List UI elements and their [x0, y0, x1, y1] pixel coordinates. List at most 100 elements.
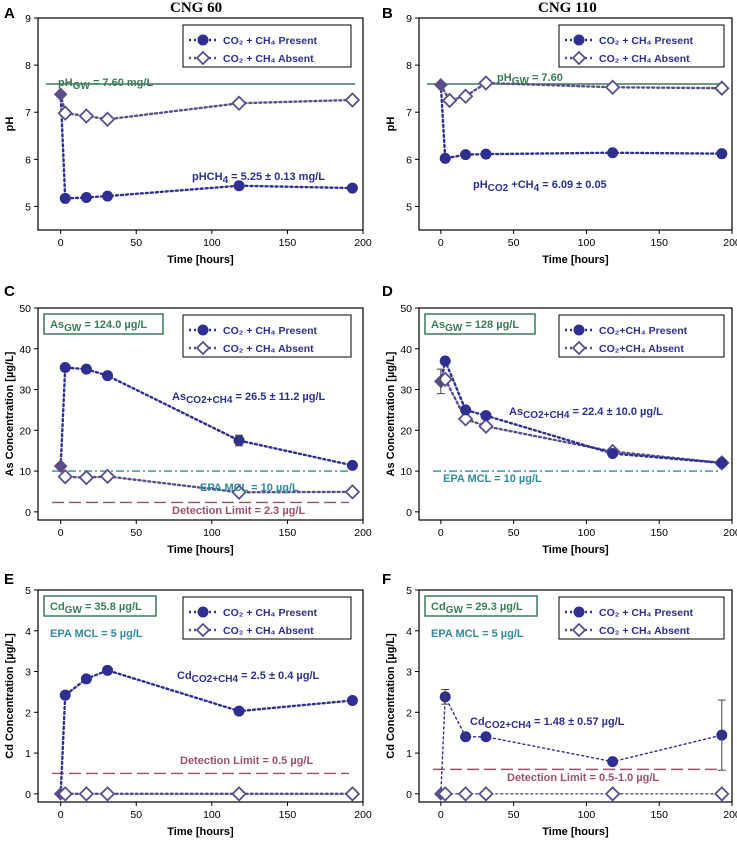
x-tick-label: 100 [578, 527, 596, 539]
data-point-absent [233, 97, 246, 110]
y-tick-label: 10 [400, 466, 412, 478]
legend-label-absent: CO₂+CH₄ Absent [599, 343, 684, 355]
legend: CO₂ + CH₄ Present CO₂ + CH₄ Absent [183, 315, 351, 357]
x-tick-label: 200 [723, 809, 737, 821]
x-tick-label: 150 [279, 527, 297, 539]
x-tick-label: 150 [279, 809, 297, 821]
x-axis-label: Time [hours] [167, 254, 234, 266]
y-tick-label: 3 [25, 667, 31, 679]
x-tick-label: 200 [723, 527, 737, 539]
annotation-as-co2-ch4: AsCO2+CH4 = 22.4 ± 10.0 µg/L [509, 406, 663, 421]
data-point-present [716, 148, 727, 159]
y-tick-label: 0 [406, 507, 412, 519]
y-tick-label: 8 [406, 60, 412, 72]
data-point-present [460, 149, 471, 160]
y-tick-label: 30 [19, 385, 31, 397]
x-tick-label: 50 [130, 237, 142, 249]
x-tick-label: 100 [578, 809, 596, 821]
y-tick-label: 1 [25, 748, 31, 760]
x-tick-label: 150 [650, 237, 668, 249]
legend: CO₂ + CH₄ Present CO₂ + CH₄ Absent [183, 597, 351, 639]
annotation-ph-gw: pHGW = 7.60 mg/L [58, 77, 153, 92]
x-tick-label: 0 [58, 809, 64, 821]
y-tick-label: 3 [406, 667, 412, 679]
data-point-absent [606, 81, 619, 94]
x-axis-label: Time [hours] [542, 544, 609, 556]
data-point-present [607, 448, 618, 459]
data-point-absent [346, 787, 359, 800]
data-point-present [347, 183, 358, 194]
series-line-present [441, 85, 722, 158]
legend-label-present: CO₂+CH₄ Present [599, 325, 688, 337]
data-point-initial [55, 88, 67, 100]
y-axis-label: As Concentration [µg/L] [4, 351, 16, 476]
y-tick-label: 2 [25, 707, 31, 719]
y-tick-label: 4 [406, 626, 412, 638]
annotation-epa-mcl: EPA MCL = 5 µg/L [431, 628, 524, 640]
annotation-detection-limit: Detection Limit = 2.3 µg/L [172, 505, 305, 517]
data-point-present [460, 404, 471, 415]
y-tick-label: 2 [406, 707, 412, 719]
x-axis-label: Time [hours] [542, 254, 609, 266]
annotation-ph-co2-ch4: pHCO2 +CH4 = 6.09 ± 0.05 [473, 179, 607, 194]
data-point-absent [346, 93, 359, 106]
x-axis-label: Time [hours] [167, 826, 234, 838]
legend-label-absent: CO₂ + CH₄ Absent [223, 53, 314, 65]
x-tick-label: 200 [723, 237, 737, 249]
data-point-absent [479, 420, 492, 433]
data-point-present [480, 731, 491, 742]
y-axis-label: pH [4, 117, 16, 132]
x-tick-label: 100 [578, 237, 596, 249]
y-tick-label: 30 [400, 385, 412, 397]
annotation-detection-limit: Detection Limit = 0.5-1.0 µg/L [507, 772, 659, 784]
y-axis-label: Cd Concentration [µg/L] [385, 633, 397, 759]
y-axis-label: Cd Concentration [µg/L] [4, 633, 16, 759]
panel-letter: A [4, 5, 15, 22]
legend: CO₂ + CH₄ Present CO₂ + CH₄ Absent [559, 597, 724, 639]
legend-label-present: CO₂ + CH₄ Present [599, 35, 693, 47]
y-axis-label: pH [385, 117, 397, 132]
y-tick-label: 5 [406, 585, 412, 597]
y-tick-label: 10 [19, 466, 31, 478]
y-tick-label: 5 [406, 201, 412, 213]
data-point-present [60, 193, 71, 204]
y-tick-label: 9 [25, 13, 31, 25]
data-point-present [102, 665, 113, 676]
legend: CO₂ + CH₄ Present CO₂ + CH₄ Absent [183, 25, 351, 67]
data-point-absent [80, 109, 93, 122]
data-point-absent [80, 471, 93, 484]
x-tick-label: 150 [650, 809, 668, 821]
data-point-present [440, 356, 451, 367]
legend-marker-present [198, 325, 209, 336]
y-tick-label: 8 [25, 60, 31, 72]
x-tick-label: 50 [130, 809, 142, 821]
legend: CO₂+CH₄ Present CO₂+CH₄ Absent [559, 315, 724, 357]
series-line-present [61, 670, 353, 794]
x-axis-label: Time [hours] [542, 826, 609, 838]
data-point-present [234, 706, 245, 717]
data-point-absent [443, 94, 456, 107]
data-point-present [480, 149, 491, 160]
data-point-absent [233, 787, 246, 800]
legend: CO₂ + CH₄ Present CO₂ + CH₄ Absent [559, 25, 724, 67]
data-point-present [60, 362, 71, 373]
data-point-absent [459, 787, 472, 800]
y-tick-label: 6 [25, 154, 31, 166]
data-point-present [81, 673, 92, 684]
y-tick-label: 50 [400, 303, 412, 315]
x-tick-label: 50 [508, 809, 520, 821]
panel-a: A567890 50 100 150 200Time [hours]pHCO₂ + CH… [4, 5, 372, 266]
data-point-absent [606, 787, 619, 800]
x-tick-label: 50 [508, 237, 520, 249]
x-tick-label: 50 [508, 527, 520, 539]
y-tick-label: 7 [406, 107, 412, 119]
legend-label-present: CO₂ + CH₄ Present [223, 607, 317, 619]
legend-marker-present [574, 35, 585, 46]
data-point-present [81, 364, 92, 375]
y-tick-label: 5 [25, 585, 31, 597]
x-tick-label: 0 [58, 527, 64, 539]
y-tick-label: 7 [25, 107, 31, 119]
legend-label-absent: CO₂ + CH₄ Absent [599, 625, 690, 637]
data-point-absent [459, 90, 472, 103]
y-tick-label: 6 [406, 154, 412, 166]
